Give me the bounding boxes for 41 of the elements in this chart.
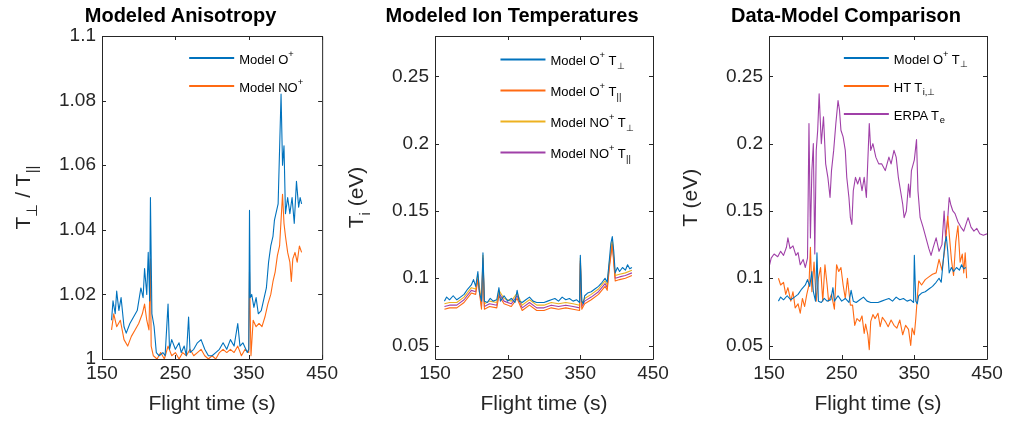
- legend-label: Model O+ T||: [550, 81, 622, 102]
- y-tick-label: 1.04: [59, 218, 97, 240]
- y-tick-label: 0.25: [392, 64, 429, 86]
- x-tick-label: 250: [825, 361, 858, 383]
- x-axis-title: Flight time (s): [814, 391, 942, 415]
- legend-label: Model O+ T⊥: [550, 50, 625, 71]
- x-tick-label: 250: [159, 361, 192, 383]
- y-tick-label: 0.2: [736, 131, 763, 153]
- y-tick-label: 0.2: [402, 131, 429, 153]
- y-tick-label: 1.02: [59, 282, 96, 304]
- y-axis-title: Ti (eV): [344, 166, 374, 229]
- y-tick-label: 0.1: [736, 266, 763, 288]
- x-tick-label: 350: [232, 361, 265, 383]
- x-tick-label: 350: [898, 361, 931, 383]
- y-tick-label: 0.1: [402, 266, 429, 288]
- legend-label: Model O+ T⊥: [893, 48, 968, 70]
- chart-title: Modeled Anisotropy: [84, 3, 278, 26]
- y-tick-label: 0.05: [726, 333, 763, 355]
- x-tick-label: 350: [564, 361, 597, 383]
- x-tick-label: 450: [971, 361, 1003, 383]
- legend-label: Model NO+ T||: [550, 143, 631, 164]
- chart-title: Data-Model Comparison: [730, 3, 962, 26]
- y-tick-label: 0.05: [392, 333, 429, 355]
- x-tick-label: 450: [306, 361, 338, 383]
- y-tick-label: 0.15: [726, 199, 763, 221]
- x-axis-title: Flight time (s): [480, 391, 608, 415]
- legend-label: Model NO+ T⊥: [550, 112, 634, 133]
- y-tick-label: 1.08: [59, 88, 96, 110]
- y-tick-label: 1.06: [59, 153, 96, 175]
- y-tick-label: 0.25: [726, 64, 763, 86]
- y-tick-label: 0.15: [392, 199, 429, 221]
- y-tick-label: 1.1: [69, 24, 96, 46]
- x-tick-label: 150: [419, 361, 451, 383]
- chart-title: Modeled Ion Temperatures: [385, 3, 639, 26]
- x-tick-label: 250: [491, 361, 524, 383]
- y-axis-title: T⊥ / T||: [11, 165, 41, 230]
- legend-label: Model O+: [239, 48, 294, 67]
- x-tick-label: 450: [637, 361, 669, 383]
- legend-label: Model NO+: [239, 76, 304, 95]
- x-tick-label: 150: [753, 361, 785, 383]
- x-axis-title: Flight time (s): [148, 391, 276, 415]
